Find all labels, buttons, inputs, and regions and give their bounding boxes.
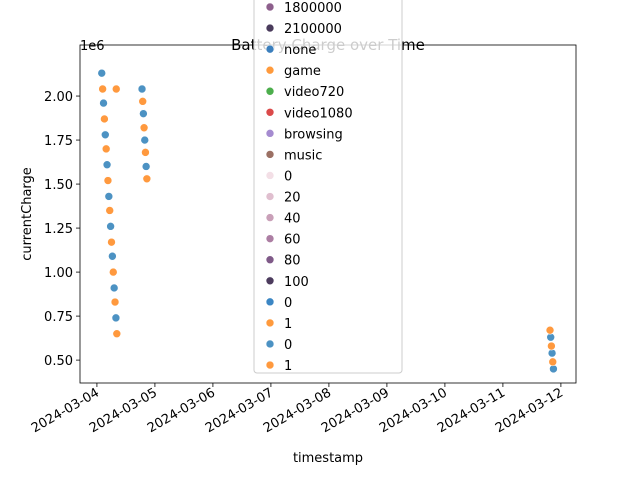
legend-marker [265,339,275,349]
legend-marker [265,297,275,307]
y-tick-label: 1.75 [44,134,73,149]
point [111,84,121,94]
y-tick-label: 2.00 [44,90,73,105]
y-tick-label: 1.25 [44,222,73,237]
point [103,176,113,185]
legend-marker [265,44,275,54]
point [545,325,555,335]
legend-marker [265,23,275,33]
legend-label: 1 [284,359,292,374]
legend-marker [265,318,275,328]
y-tick-label: 0.50 [44,354,73,369]
point [100,114,109,124]
point [100,130,110,140]
point [138,97,148,106]
point [107,237,116,247]
point [98,84,107,94]
point [142,174,152,184]
point [112,329,122,339]
legend-marker [265,234,275,243]
point [140,135,150,145]
point [102,160,112,170]
legend-marker [265,276,275,286]
point [109,283,119,293]
legend-marker [265,171,275,180]
legend-label: game [284,64,321,79]
legend-label: 1 [284,317,292,332]
legend-marker [265,86,275,96]
point [137,84,147,94]
point [139,123,149,133]
legend-label: 0 [284,169,292,184]
point [111,313,121,323]
y-tick-label: 0.75 [44,310,73,325]
point [141,148,150,157]
point [104,192,114,201]
point [547,341,556,351]
legend-label: 0 [284,296,292,311]
legend-marker [265,150,275,159]
legend-label: 1800000 [284,1,342,16]
legend-label: 80 [284,254,301,269]
legend-label: browsing [284,127,343,142]
legend-label: 20 [284,191,301,206]
legend-label: video1080 [284,106,353,121]
legend-marker [265,213,275,222]
legend-marker [265,360,275,370]
legend-label: 100 [284,275,309,290]
legend-label: 60 [284,233,301,248]
point [139,109,148,118]
y-tick-label: 1.50 [44,178,73,193]
legend-marker [265,192,275,201]
legend-label: 0 [284,338,292,353]
legend-label: none [284,43,316,58]
point [141,162,151,171]
point [99,98,108,108]
legend-label: music [284,148,322,163]
legend-marker [265,108,275,117]
legend-marker [265,65,275,75]
legend-marker [265,255,275,265]
legend-label: video720 [284,85,344,100]
legend-label: 2100000 [284,22,342,37]
point [101,144,111,154]
legend-marker [265,2,275,12]
point [105,206,115,215]
legend-box [253,0,403,374]
point [106,222,115,231]
y-tick-label: 1.00 [44,266,73,281]
point [97,68,107,78]
y-axis-label: currentCharge [20,167,35,261]
legend-label: 40 [284,212,301,227]
point [110,297,120,307]
y-offset-label: 1e6 [80,39,105,54]
legend-marker [265,129,275,138]
point [108,267,118,277]
x-axis-label: timestamp [293,451,363,466]
point [108,251,117,261]
point [548,357,558,367]
